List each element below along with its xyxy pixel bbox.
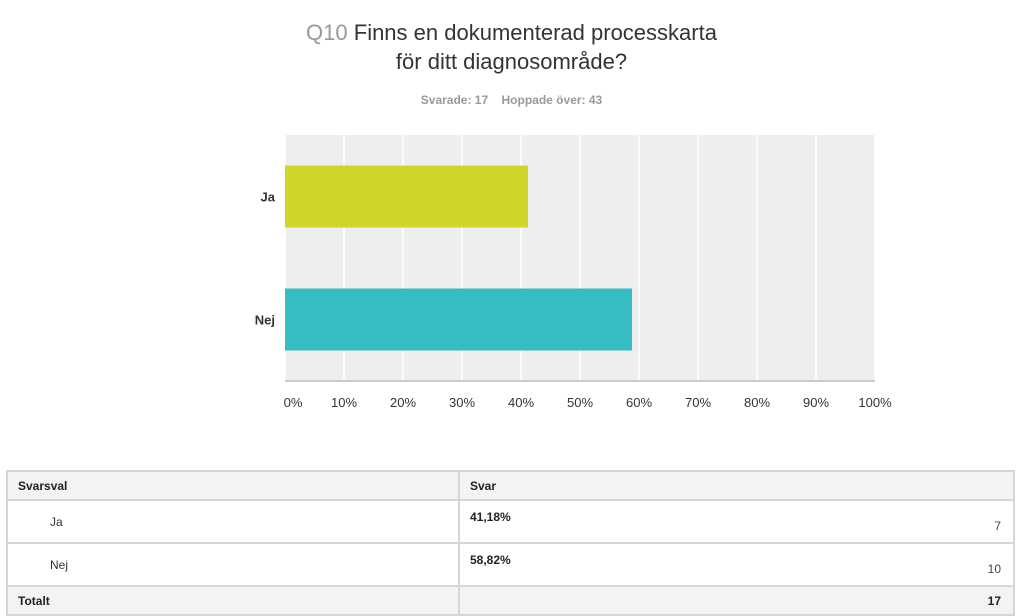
row-label: Ja — [6, 499, 460, 544]
row-percent: 41,18% — [470, 510, 511, 524]
x-tick-label: 100% — [858, 395, 892, 410]
bars — [285, 165, 633, 351]
row-label: Nej — [6, 542, 460, 587]
bar-nej — [285, 288, 633, 351]
chart-title: Q10 Finns en dokumenterad processkarta f… — [0, 18, 1023, 76]
header-svarsval: Svarsval — [6, 470, 460, 501]
tick-labels: 0% 10% 20% 30% 40% 50% 60% 70% 80% 90% 100% — [284, 395, 892, 410]
answered-count: Svarade: 17 — [420, 93, 489, 107]
results-table: Svarsval Svar Ja 41,18% 7 Nej 58,82% 10 To… — [6, 470, 1015, 616]
skipped-count: Hoppade över: 43 — [501, 93, 603, 107]
x-tick-label: 20% — [390, 395, 416, 410]
question-number: Q10 — [306, 20, 348, 45]
x-tick-label: 30% — [449, 395, 475, 410]
category-label: Nej — [255, 313, 275, 328]
row-count: 10 — [987, 562, 1001, 576]
bar-ja — [285, 165, 528, 228]
x-tick-label: 40% — [508, 395, 534, 410]
total-label: Totalt — [6, 585, 460, 616]
bar-chart: Ja Nej 0% 10% 20% 30% 40% 50% 60% 70% 80% 90% 100% — [255, 135, 892, 410]
row-percent: 58,82% — [470, 553, 511, 567]
x-tick-label: 50% — [567, 395, 593, 410]
x-tick-label: 10% — [331, 395, 357, 410]
category-label: Ja — [261, 190, 276, 205]
x-tick-label: 70% — [685, 395, 711, 410]
table-header-row: Svarsval Svar — [6, 470, 1015, 501]
response-stats: Svarade: 17 Hoppade över: 43 — [0, 93, 1023, 107]
x-tick-label: 60% — [626, 395, 652, 410]
total-count: 17 — [458, 585, 1015, 616]
title-line-2: för ditt diagnosområde? — [395, 49, 628, 74]
title-line-1: Finns en dokumenterad processkarta — [353, 20, 717, 45]
row-count: 7 — [994, 519, 1001, 533]
x-tick-label: 0% — [284, 395, 303, 410]
x-tick-label: 90% — [803, 395, 829, 410]
category-labels: Ja Nej — [255, 190, 276, 328]
table-row: Ja 41,18% 7 — [6, 499, 1015, 544]
total-row: Totalt 17 — [6, 585, 1015, 616]
x-tick-label: 80% — [744, 395, 770, 410]
table-row: Nej 58,82% 10 — [6, 542, 1015, 587]
header-svar: Svar — [458, 470, 1015, 501]
